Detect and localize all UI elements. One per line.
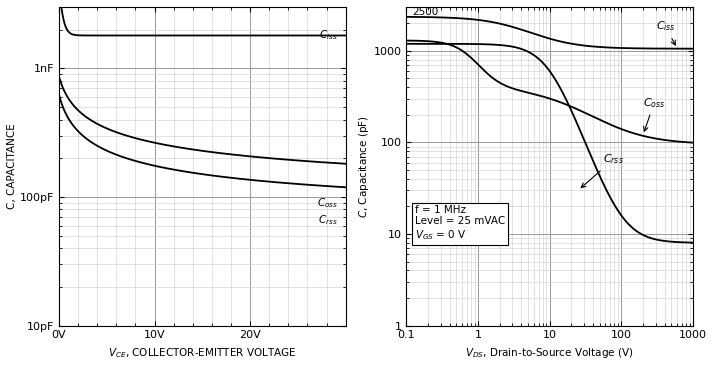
Text: $C_{rss}$: $C_{rss}$: [581, 153, 624, 188]
Text: f = 1 MHz
Level = 25 mVAC
$V_{GS}$ = 0 V: f = 1 MHz Level = 25 mVAC $V_{GS}$ = 0 V: [415, 204, 506, 242]
Text: $C_{oss}$: $C_{oss}$: [317, 196, 338, 210]
Y-axis label: C, CAPACITANCE: C, CAPACITANCE: [7, 123, 17, 209]
X-axis label: $V_{CE}$, COLLECTOR-EMITTER VOLTAGE: $V_{CE}$, COLLECTOR-EMITTER VOLTAGE: [108, 346, 296, 360]
Text: $C_{oss}$: $C_{oss}$: [643, 96, 665, 131]
X-axis label: $V_{DS}$, Drain-to-Source Voltage (V): $V_{DS}$, Drain-to-Source Voltage (V): [466, 346, 634, 360]
Text: $C_{rss}$: $C_{rss}$: [318, 213, 338, 227]
Text: $C_{iss}$: $C_{iss}$: [655, 19, 675, 45]
Text: $C_{iss}$: $C_{iss}$: [319, 28, 338, 42]
Y-axis label: $C$, Capacitance (pF): $C$, Capacitance (pF): [357, 115, 371, 218]
Text: 2500: 2500: [412, 7, 438, 17]
